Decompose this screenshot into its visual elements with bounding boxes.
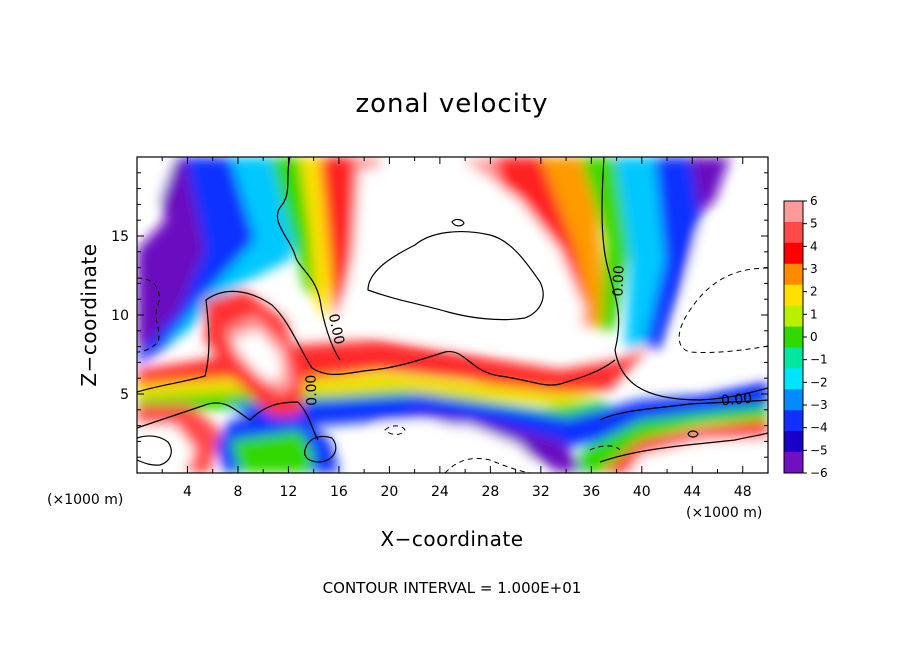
colorbar-label: 4	[810, 239, 818, 253]
colorbar-label: 6	[810, 194, 818, 208]
contour-zero-right	[601, 157, 768, 401]
field-lowerright-blue	[560, 380, 768, 450]
colorbar-swatch	[784, 221, 803, 244]
chart-title: zonal velocity	[355, 89, 548, 119]
field-white-center	[345, 165, 585, 345]
x-unit-right: (×1000 m)	[686, 505, 762, 521]
x-tick-label: 36	[582, 484, 600, 500]
field-right-green	[580, 157, 630, 330]
colorbar-label: −3	[810, 398, 828, 412]
colorbar-label: 2	[810, 285, 818, 299]
contour-center-positive	[367, 230, 544, 321]
x-tick-label: 32	[532, 484, 550, 500]
contour-negative-br	[589, 445, 621, 451]
x-tick-label: 20	[380, 484, 398, 500]
colorbar-swatch	[784, 326, 803, 348]
plot-area: 0.00 0.00 0.00 0.00	[137, 157, 768, 473]
contour-negative-small	[384, 425, 406, 435]
y-tick-label: 10	[111, 308, 129, 324]
field-white-right	[675, 205, 768, 380]
x-ticks: 4 8 12 16 20 24 28 32 36 40 44 48	[161, 157, 752, 500]
colorbar-swatch	[784, 305, 803, 328]
x-tick-label: 8	[233, 484, 242, 500]
colorbar-label: −5	[810, 443, 828, 457]
colorbar-label: 3	[810, 262, 818, 276]
colorbar-swatch	[784, 242, 803, 265]
contour-negative-bottom	[444, 457, 531, 473]
y-tick-label: 5	[120, 387, 129, 403]
contour-lowerright	[599, 432, 768, 463]
contour-negative-left	[137, 277, 160, 353]
colorbar-swatch	[784, 410, 803, 432]
contour-zero-lower	[137, 399, 768, 441]
x-tick-label: 4	[183, 484, 192, 500]
colorbar-swatch	[784, 452, 803, 474]
contour-small-oval	[451, 218, 465, 227]
field-band-blue	[230, 395, 600, 450]
x-tick-label: 24	[431, 484, 449, 500]
contour-negative-right	[678, 267, 768, 354]
field-white-upperleft	[137, 157, 175, 215]
colorbar-swatch	[784, 263, 803, 286]
field-left-cyan	[160, 157, 300, 350]
x-tick-label: 44	[683, 484, 701, 500]
colorbar-swatch	[784, 431, 803, 453]
field-white-lowerright	[630, 438, 768, 473]
colorbar-label: 0	[810, 330, 818, 344]
contour-label-4: 0.00	[303, 374, 320, 406]
field-lowerleft-white	[137, 425, 195, 473]
field-lowerright-green	[580, 405, 768, 473]
contour-interval-note: CONTOUR INTERVAL = 1.000E+01	[323, 579, 582, 597]
colorbar-swatch	[784, 201, 803, 223]
contour-lowerleft	[137, 435, 172, 466]
colorbar-swatch	[784, 389, 803, 411]
y-tick-label: 15	[111, 229, 129, 245]
colorbar-swatch	[784, 368, 803, 390]
colorbar-label: −1	[810, 353, 828, 367]
field-right-purple	[690, 157, 730, 215]
y-ticks: 5 10 15	[111, 172, 768, 458]
contour-lines	[137, 157, 768, 466]
x-unit-left: (×1000 m)	[47, 492, 123, 508]
colorbar-swatch	[784, 347, 803, 369]
colorbar-swatch	[784, 284, 803, 307]
field-lowerleft-green	[230, 430, 315, 473]
colorbar-label: −4	[810, 421, 828, 435]
field-band-purple	[400, 410, 585, 473]
colorbar: 6 5 4 3 2 1 0 −1 −2 −3 −4 −5 −6	[783, 194, 828, 480]
contour-labels: 0.00 0.00 0.00 0.00	[303, 265, 752, 409]
contour-label-3: 0.00	[325, 312, 347, 346]
field-right-orange	[540, 157, 605, 330]
field-left-lobe-white	[232, 330, 282, 380]
contour-label-2: 0.00	[720, 391, 752, 410]
field-left-blue	[137, 157, 270, 365]
contour-lowerright-oval	[687, 430, 699, 438]
contour-zero-blob	[304, 435, 337, 463]
contour-label-1: 0.00	[610, 265, 627, 297]
x-tick-label: 40	[633, 484, 651, 500]
colorbar-label: 5	[810, 217, 818, 231]
contour-zero-left	[276, 157, 341, 361]
colorbar-label: 1	[810, 307, 818, 321]
negative-contour-lines	[137, 267, 768, 473]
x-axis-label: X−coordinate	[380, 527, 523, 551]
field-white-lowercenter	[370, 425, 540, 473]
colorbar-label: −6	[810, 466, 828, 480]
contour-zero-upper	[137, 290, 616, 393]
x-tick-label: 16	[330, 484, 348, 500]
colorbar-label: −2	[810, 375, 828, 389]
x-tick-label: 28	[481, 484, 499, 500]
x-tick-label: 12	[280, 484, 298, 500]
y-axis-label: Z−coordinate	[77, 243, 101, 386]
x-tick-label: 48	[734, 484, 752, 500]
velocity-field	[137, 157, 768, 473]
field-left-green	[270, 157, 320, 300]
